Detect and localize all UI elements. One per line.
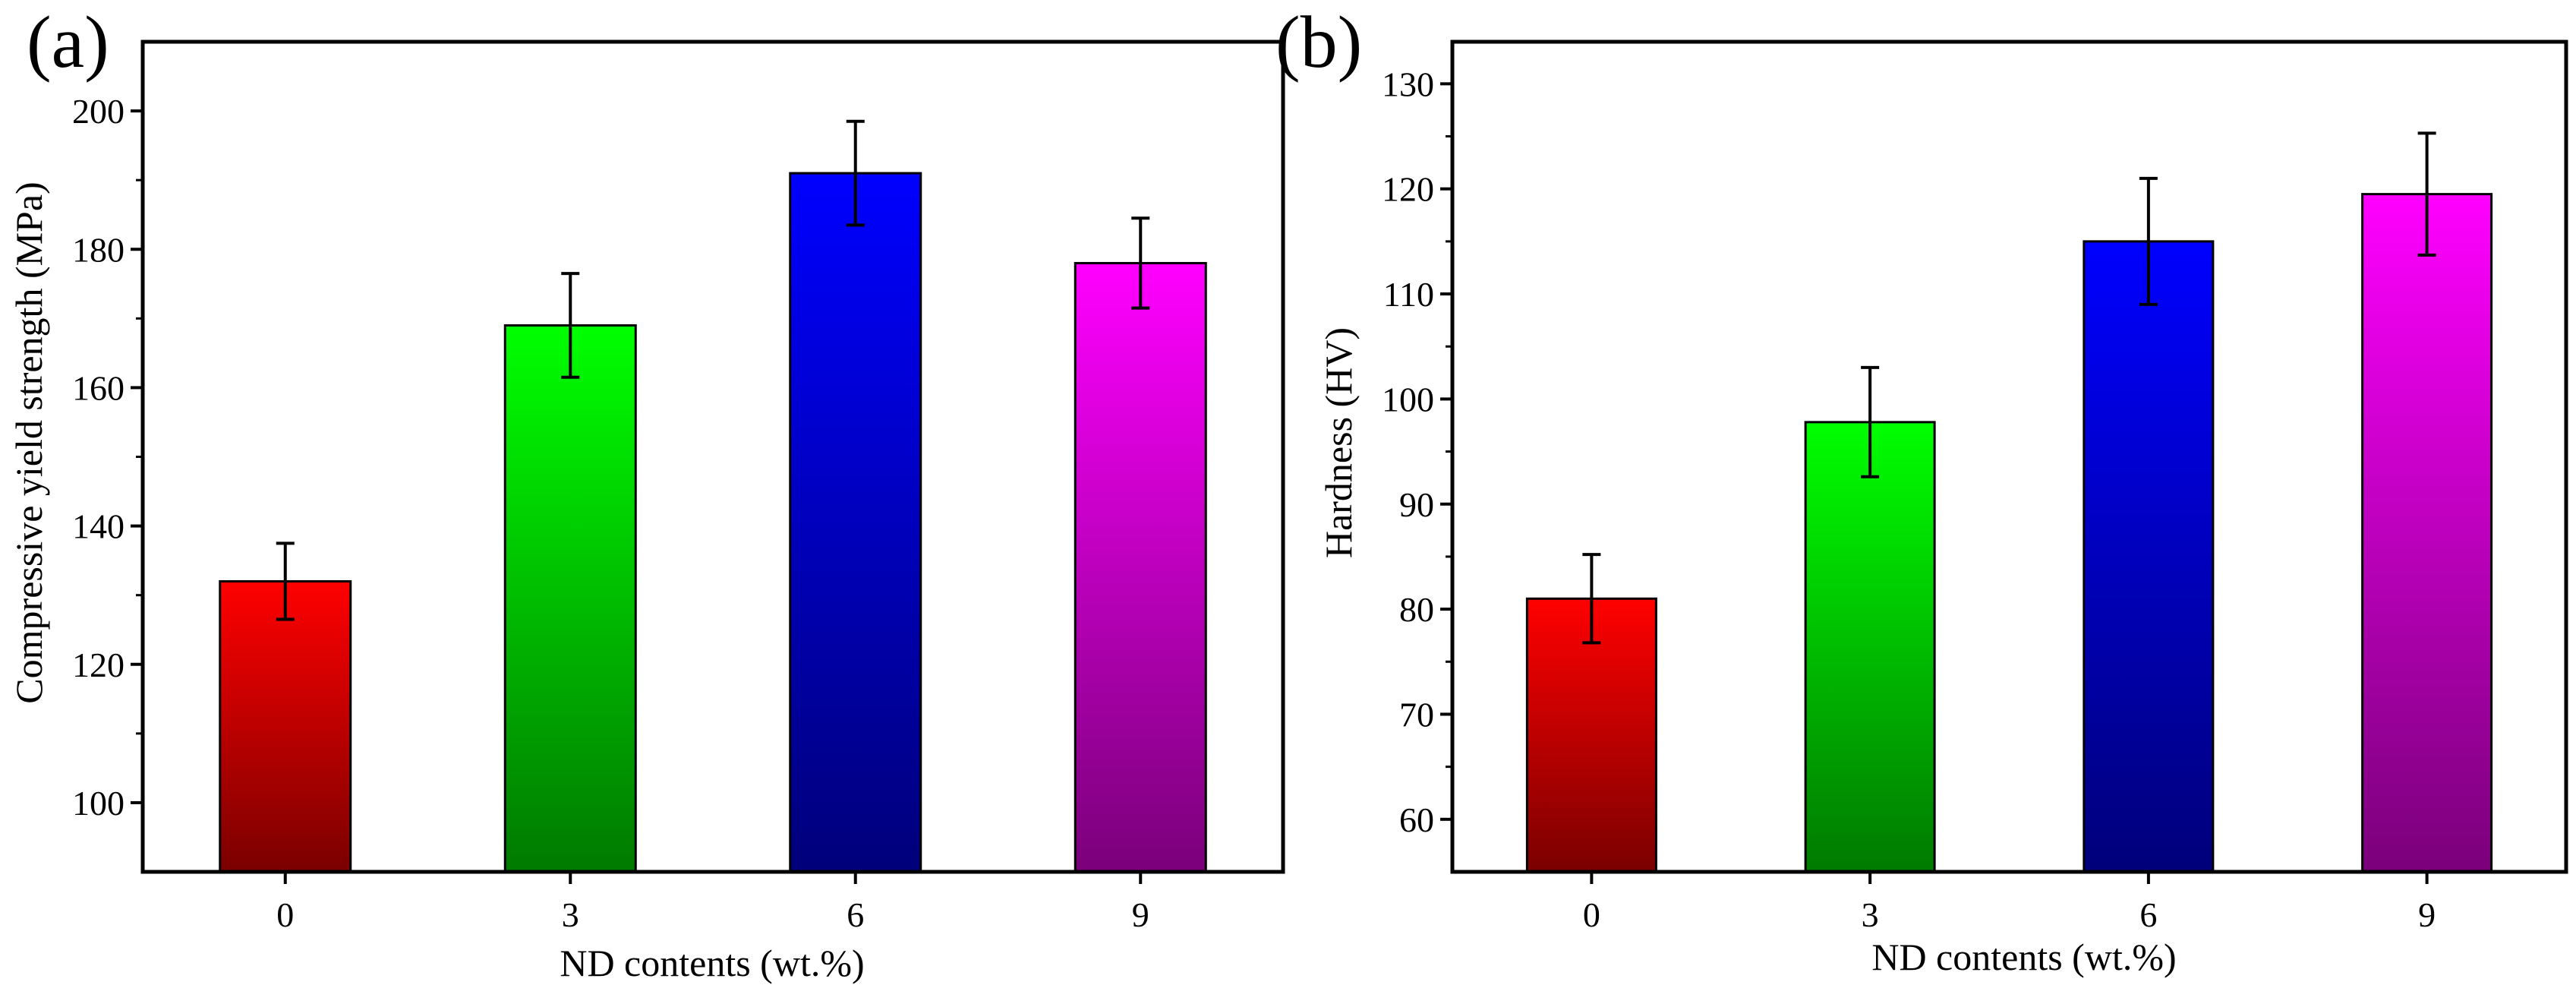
y-tick-label-b-70: 70 [1399, 695, 1434, 734]
plot-area-b: 60 70 80 90 100 110 120 130 0 3 6 9 [1382, 39, 2568, 934]
x-tick-label-b-0: 0 [1583, 895, 1600, 934]
y-tick-label-a-140: 140 [72, 507, 125, 546]
bar-a-3 [503, 324, 637, 873]
y-tick-label-b-90: 90 [1399, 485, 1434, 524]
y-tick-label-a-120: 120 [72, 646, 125, 684]
bar-b-9 [2361, 193, 2493, 873]
bar-a-6 [789, 172, 922, 873]
y-tick-label-b-80: 80 [1399, 590, 1434, 629]
bar-b-3 [1804, 421, 1936, 873]
y-tick-label-a-100: 100 [72, 784, 125, 822]
y-tick-label-b-120: 120 [1382, 170, 1434, 209]
x-tick-label-b-6: 6 [2139, 895, 2157, 934]
panel-label-b: (b) [1275, 2, 1362, 84]
y-tick-label-b-100: 100 [1382, 380, 1434, 418]
y-tick-label-a-200: 200 [72, 92, 125, 131]
chart-panel-a: (a) 100 120 140 160 180 200 0 3 6 9 ND contents (… [8, 2, 1285, 984]
x-axis-title-a: ND contents (wt.%) [560, 942, 864, 984]
plot-area-a: 100 120 140 160 180 200 0 3 6 9 [72, 39, 1285, 934]
y-axis-title-a: Compressive yield strength (MPa) [8, 182, 50, 703]
x-tick-label-a-6: 6 [847, 895, 864, 934]
y-tick-label-b-110: 110 [1383, 275, 1434, 314]
panel-label-a: (a) [27, 2, 109, 84]
bar-b-6 [2083, 240, 2215, 873]
x-tick-label-b-9: 9 [2418, 895, 2436, 934]
x-tick-label-a-9: 9 [1132, 895, 1149, 934]
bar-a-0 [219, 579, 352, 873]
y-tick-label-b-130: 130 [1382, 65, 1434, 103]
y-tick-label-a-180: 180 [72, 230, 125, 269]
chart-panel-b: (b) 60 70 80 90 100 110 120 130 0 3 6 9 ND contents… [1275, 2, 2568, 978]
x-axis-title-b: ND contents (wt.%) [1871, 936, 2176, 978]
x-tick-label-a-3: 3 [562, 895, 579, 934]
y-tick-label-a-160: 160 [72, 368, 125, 407]
x-tick-label-a-0: 0 [276, 895, 294, 934]
y-axis-title-b: Hardness (HV) [1317, 327, 1360, 558]
plot-frame-b [1450, 39, 2568, 874]
x-tick-label-b-3: 3 [1862, 895, 1879, 934]
bar-a-9 [1074, 261, 1207, 873]
y-tick-label-b-60: 60 [1399, 800, 1434, 839]
